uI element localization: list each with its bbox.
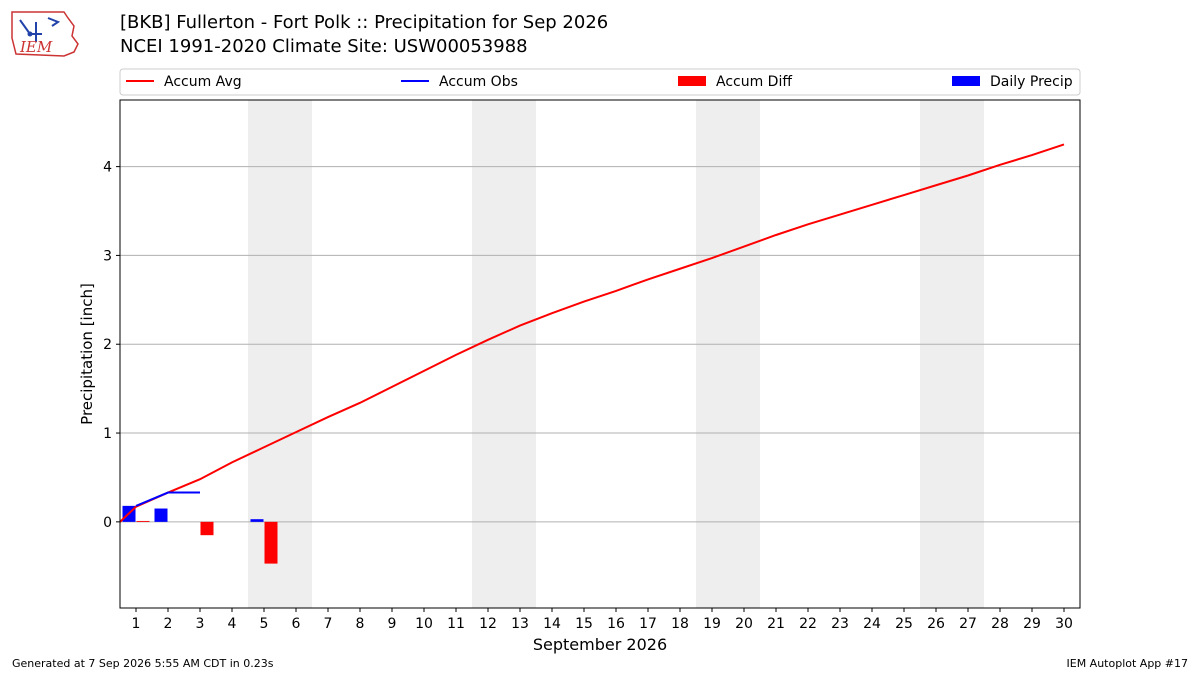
legend-box bbox=[119, 68, 1081, 96]
x-tick-label: 12 bbox=[479, 616, 497, 632]
x-tick-label: 11 bbox=[447, 616, 465, 632]
x-tick-label: 5 bbox=[260, 616, 269, 632]
x-tick-label: 17 bbox=[639, 616, 657, 632]
y-tick-label: 2 bbox=[103, 337, 112, 353]
x-tick-label: 6 bbox=[292, 616, 301, 632]
accum-diff-bar bbox=[264, 521, 278, 564]
plot-frame bbox=[119, 99, 1081, 609]
legend-label: Accum Avg bbox=[164, 74, 242, 90]
y-tick-label: 4 bbox=[103, 160, 112, 176]
legend: Accum Avg Accum Obs Accum Diff Daily Precip bbox=[119, 68, 1081, 96]
weekend-band bbox=[472, 100, 536, 608]
x-tick-label: 21 bbox=[767, 616, 785, 632]
chart-title: [BKB] Fullerton - Fort Polk :: Precipita… bbox=[120, 12, 609, 33]
logo-text: IEM bbox=[19, 38, 53, 56]
x-tick-label: 23 bbox=[831, 616, 849, 632]
accum-obs-line bbox=[135, 491, 200, 507]
x-tick-label: 9 bbox=[388, 616, 397, 632]
x-tick-label: 4 bbox=[228, 616, 237, 632]
lines bbox=[119, 143, 1065, 523]
legend-swatch-bar bbox=[952, 76, 980, 86]
x-tick-label: 1 bbox=[132, 616, 141, 632]
weekend-bands bbox=[248, 100, 984, 608]
x-tick-label: 13 bbox=[511, 616, 529, 632]
x-tick-label: 14 bbox=[543, 616, 561, 632]
iem-logo: IEM bbox=[11, 11, 79, 57]
x-tick-label: 29 bbox=[1023, 616, 1041, 632]
y-axis: 0 1 2 3 4 bbox=[103, 160, 120, 531]
footer-generated: Generated at 7 Sep 2026 5:55 AM CDT in 0… bbox=[12, 657, 274, 670]
x-tick-label: 22 bbox=[799, 616, 817, 632]
daily-precip-bar bbox=[154, 508, 168, 522]
x-tick-label: 27 bbox=[959, 616, 977, 632]
x-tick-label: 3 bbox=[196, 616, 205, 632]
daily-precip-bar bbox=[250, 519, 264, 522]
accum-avg-line bbox=[119, 143, 1065, 523]
x-tick-label: 28 bbox=[991, 616, 1009, 632]
legend-label: Accum Diff bbox=[716, 74, 792, 90]
weekend-band bbox=[920, 100, 984, 608]
weekend-band bbox=[696, 100, 760, 608]
x-tick-label: 16 bbox=[607, 616, 625, 632]
x-tick-label: 25 bbox=[895, 616, 913, 632]
x-tick-label: 15 bbox=[575, 616, 593, 632]
x-tick-label: 8 bbox=[356, 616, 365, 632]
x-tick-label: 2 bbox=[164, 616, 173, 632]
x-tick-label: 30 bbox=[1055, 616, 1073, 632]
x-axis: 1 2 3 4 5 6 7 8 9 10 11 12 13 14 15 16 17 18 19 20 21 22 23 24 2… bbox=[132, 608, 1073, 632]
x-tick-label: 18 bbox=[671, 616, 689, 632]
bars bbox=[122, 505, 278, 564]
x-axis-label: September 2026 bbox=[533, 635, 667, 654]
y-tick-label: 0 bbox=[103, 515, 112, 531]
legend-label: Daily Precip bbox=[990, 74, 1073, 90]
y-tick-label: 1 bbox=[103, 426, 112, 442]
legend-swatch-bar bbox=[678, 76, 706, 86]
legend-label: Accum Obs bbox=[439, 74, 518, 90]
weekend-band bbox=[248, 100, 312, 608]
x-tick-label: 20 bbox=[735, 616, 753, 632]
accum-diff-bar bbox=[136, 520, 150, 522]
y-tick-label: 3 bbox=[103, 248, 112, 264]
footer-app: IEM Autoplot App #17 bbox=[1066, 657, 1189, 670]
x-tick-label: 19 bbox=[703, 616, 721, 632]
x-tick-label: 24 bbox=[863, 616, 881, 632]
accum-diff-bar bbox=[200, 521, 214, 536]
x-tick-label: 7 bbox=[324, 616, 333, 632]
x-tick-label: 10 bbox=[415, 616, 433, 632]
chart-subtitle: NCEI 1991-2020 Climate Site: USW00053988 bbox=[120, 36, 528, 57]
y-grid bbox=[120, 166, 1080, 523]
y-axis-label: Precipitation [inch] bbox=[78, 283, 96, 425]
x-tick-label: 26 bbox=[927, 616, 945, 632]
